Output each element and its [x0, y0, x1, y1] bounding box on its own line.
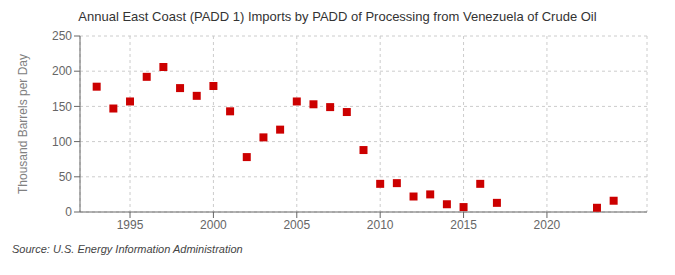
svg-text:200: 200 — [52, 64, 72, 78]
svg-text:100: 100 — [52, 135, 72, 149]
html-text:Source: U.S. Energy Informatio: Source: U.S. Energy Information Administ… — [12, 243, 243, 255]
svg-text:2010: 2010 — [367, 218, 394, 232]
svg-text:250: 250 — [52, 29, 72, 43]
svg-text:2020: 2020 — [534, 218, 561, 232]
svg-text:0: 0 — [65, 205, 72, 219]
html-text:Annual East Coast (PADD 1) Imp: Annual East Coast (PADD 1) Imports by PA… — [78, 9, 597, 24]
svg-text:2005: 2005 — [283, 218, 310, 232]
svg-text:2015: 2015 — [450, 218, 477, 232]
svg-text:1995: 1995 — [117, 218, 144, 232]
svg-text:Thousand Barrels per Day: Thousand Barrels per Day — [16, 54, 30, 194]
svg-text:50: 50 — [59, 170, 73, 184]
svg-text:150: 150 — [52, 100, 72, 114]
svg-text:2000: 2000 — [200, 218, 227, 232]
